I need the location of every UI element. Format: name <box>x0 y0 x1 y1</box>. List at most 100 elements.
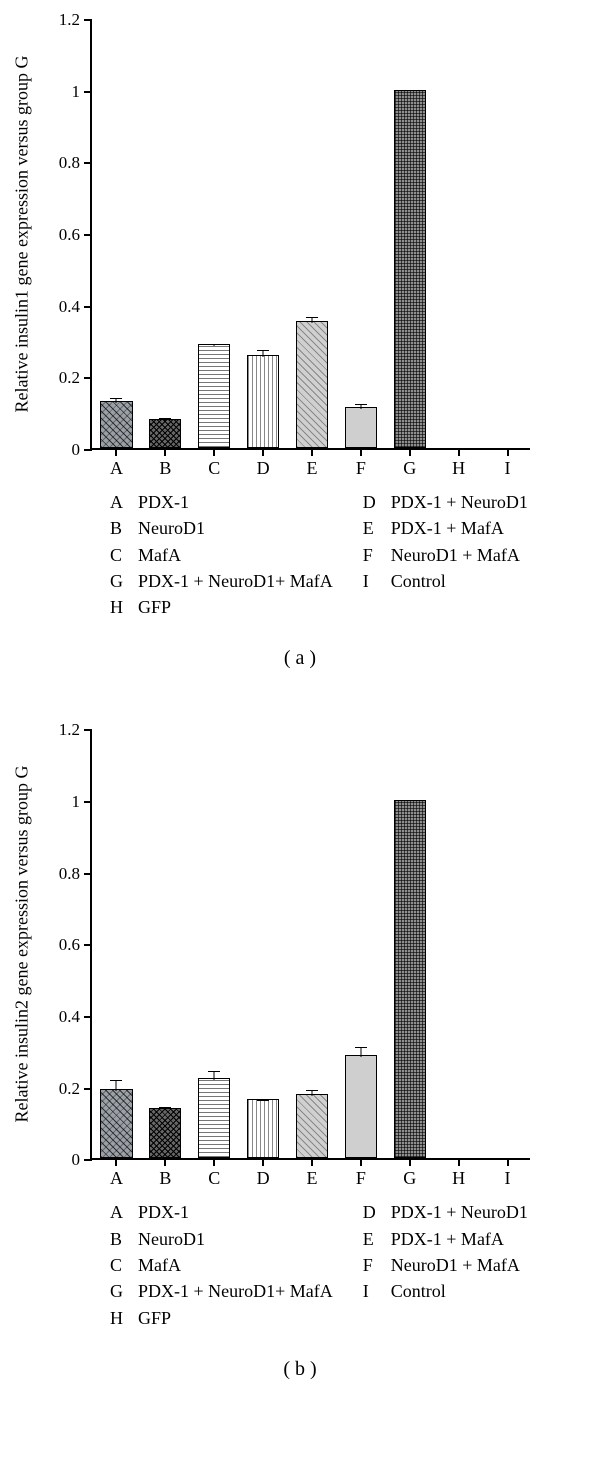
legend: A PDX-1 B NeuroD1 C MafAGPDX-1 + NeuroD1+ Maf… <box>110 490 600 619</box>
legend-letter: I <box>363 569 381 593</box>
legend-row: FNeuroD1 + MafA <box>363 1253 528 1277</box>
x-tick-label: F <box>356 1158 366 1189</box>
bars-layer <box>92 20 530 448</box>
legend-label: PDX-1 + NeuroD1+ MafA <box>138 1279 333 1303</box>
x-tick-label: C <box>208 1158 220 1189</box>
page-root: Relative insulin1 gene expression versus… <box>0 0 600 1481</box>
error-cap <box>306 317 318 318</box>
error-cap <box>208 344 220 345</box>
legend: APDX-1BNeuroD1CMafAGPDX-1 + NeuroD1+ Maf… <box>110 1200 600 1329</box>
legend-label: MafA <box>138 1253 181 1277</box>
legend-row: IControl <box>363 1279 528 1303</box>
bar-C <box>198 344 230 448</box>
x-tick-label: C <box>208 448 220 479</box>
x-tick-label: E <box>307 448 318 479</box>
bars-layer <box>92 730 530 1158</box>
legend-letter: F <box>363 543 381 567</box>
bar-D <box>247 1099 279 1158</box>
bar-E <box>296 1094 328 1159</box>
error-cap <box>355 1047 367 1048</box>
chart-wrap: Relative insulin1 gene expression versus… <box>90 20 560 450</box>
legend-letter: D <box>363 1200 381 1224</box>
legend-column-left: APDX-1BNeuroD1CMafAGPDX-1 + NeuroD1+ Maf… <box>110 1200 333 1329</box>
legend-row: DPDX-1 + NeuroD1 <box>363 490 528 514</box>
legend-row: APDX-1 <box>110 1200 333 1224</box>
legend-letter: B <box>110 516 128 540</box>
bar-D <box>247 355 279 448</box>
x-tick-label: D <box>257 1158 270 1189</box>
y-tick-label: 0 <box>72 440 93 460</box>
x-tick-label: I <box>505 448 511 479</box>
legend-row: E PDX-1 + MafA <box>363 516 528 540</box>
legend-label: PDX-1 + MafA <box>391 516 504 540</box>
legend-row: DPDX-1 + NeuroD1 <box>363 1200 528 1224</box>
plot-area: Relative insulin1 gene expression versus… <box>90 20 530 450</box>
legend-letter: E <box>363 1227 381 1251</box>
x-tick-label: G <box>403 1158 416 1189</box>
error-cap <box>257 350 269 351</box>
legend-column-left: A PDX-1 B NeuroD1 C MafAGPDX-1 + NeuroD1+ Maf… <box>110 490 333 619</box>
legend-letter: H <box>110 595 128 619</box>
legend-letter: C <box>110 543 128 567</box>
x-tick-label: D <box>257 448 270 479</box>
legend-row: A PDX-1 <box>110 490 333 514</box>
error-cap <box>159 418 171 419</box>
legend-letter: A <box>110 1200 128 1224</box>
sub-caption: ( a ) <box>0 647 600 670</box>
y-tick-label: 0.8 <box>59 864 92 884</box>
legend-label: Control <box>391 1279 446 1303</box>
legend-row: H GFP <box>110 595 333 619</box>
x-tick-label: B <box>159 448 171 479</box>
y-tick-label: 0.4 <box>59 297 92 317</box>
x-tick-label: A <box>110 448 123 479</box>
legend-row: HGFP <box>110 1306 333 1330</box>
legend-column-right: DPDX-1 + NeuroD1E PDX-1 + MafA F NeuroD1 + … <box>363 490 528 619</box>
error-bar <box>116 1080 117 1091</box>
legend-letter: A <box>110 490 128 514</box>
legend-label: MafA <box>138 543 181 567</box>
y-tick-label: 0.2 <box>59 1079 92 1099</box>
y-tick-label: 1 <box>72 82 93 102</box>
legend-letter: E <box>363 516 381 540</box>
bar-F <box>345 1055 377 1159</box>
error-cap <box>208 1071 220 1072</box>
y-tick-label: 0.6 <box>59 935 92 955</box>
legend-label: GFP <box>138 595 171 619</box>
legend-label: PDX-1 <box>138 490 189 514</box>
legend-label: NeuroD1 <box>138 1227 205 1251</box>
legend-label: NeuroD1 + MafA <box>391 543 520 567</box>
y-tick-label: 0.8 <box>59 153 92 173</box>
bar-A <box>100 1089 132 1159</box>
error-bar <box>214 1071 215 1080</box>
y-tick-label: 0.6 <box>59 225 92 245</box>
error-bar <box>360 1047 361 1057</box>
y-tick-label: 1 <box>72 792 93 812</box>
error-cap <box>159 1107 171 1108</box>
legend-letter: G <box>110 1279 128 1303</box>
bar-B <box>149 419 181 448</box>
legend-label: NeuroD1 <box>138 516 205 540</box>
x-tick-label: I <box>505 1158 511 1189</box>
chart-wrap: Relative insulin2 gene expression versus… <box>90 730 560 1160</box>
bar-F <box>345 407 377 448</box>
legend-letter: D <box>363 490 381 514</box>
legend-label: PDX-1 + NeuroD1+ MafA <box>138 569 333 593</box>
legend-column-right: DPDX-1 + NeuroD1 E PDX-1 + MafAFNeuroD1 + … <box>363 1200 528 1329</box>
y-tick-label: 0.4 <box>59 1007 92 1027</box>
x-tick-label: H <box>452 1158 465 1189</box>
x-tick-label: E <box>307 1158 318 1189</box>
y-tick-label: 0 <box>72 1150 93 1170</box>
sub-caption: ( b ) <box>0 1358 600 1381</box>
bar-G <box>394 800 426 1158</box>
legend-letter: B <box>110 1227 128 1251</box>
legend-row: GPDX-1 + NeuroD1+ MafA <box>110 569 333 593</box>
legend-label: PDX-1 + MafA <box>391 1227 504 1251</box>
y-tick-label: 0.2 <box>59 368 92 388</box>
error-cap <box>355 404 367 405</box>
bar-C <box>198 1078 230 1159</box>
error-cap <box>306 1090 318 1091</box>
x-tick-label: G <box>403 448 416 479</box>
y-tick-label: 1.2 <box>59 720 92 740</box>
bar-G <box>394 90 426 448</box>
x-tick-label: F <box>356 448 366 479</box>
